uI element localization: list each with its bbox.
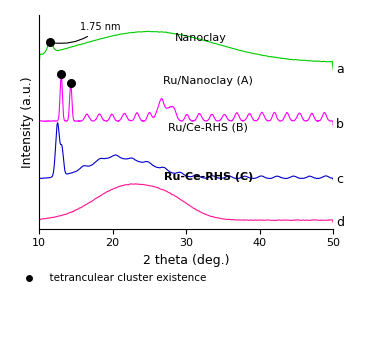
Text: Ru-Ce-RHS (C): Ru-Ce-RHS (C) (164, 172, 253, 182)
Text: Ru/Ce-RHS (B): Ru/Ce-RHS (B) (168, 123, 248, 133)
Legend:   tetranculear cluster existence: tetranculear cluster existence (15, 269, 211, 287)
Text: a: a (336, 63, 344, 76)
Text: Nanoclay: Nanoclay (175, 33, 227, 43)
Text: Ru/Nanoclay (A): Ru/Nanoclay (A) (163, 76, 253, 86)
X-axis label: 2 theta (deg.): 2 theta (deg.) (143, 254, 229, 267)
Text: b: b (336, 118, 344, 131)
Text: 1.75 nm: 1.75 nm (53, 22, 120, 43)
Text: d: d (336, 216, 344, 229)
Text: c: c (336, 173, 343, 186)
Y-axis label: Intensity (a.u.): Intensity (a.u.) (20, 76, 34, 167)
